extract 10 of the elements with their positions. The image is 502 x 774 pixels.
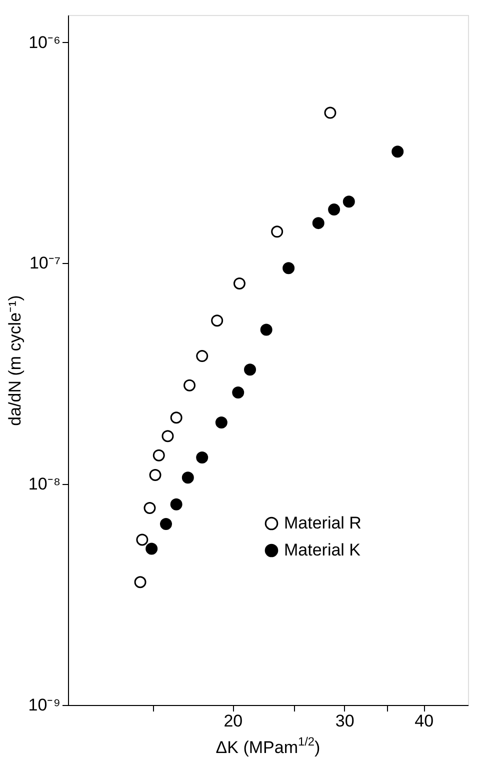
y-tick-label: 10⁻⁶ xyxy=(28,32,60,52)
y-tick-label: 10⁻⁸ xyxy=(28,474,60,494)
y-axis-title: da/dN (m cycle⁻¹) xyxy=(5,295,24,426)
x-tick-label: 20 xyxy=(224,712,243,730)
y-tick-label: 10⁻⁷ xyxy=(29,254,60,273)
x-tick-label: 40 xyxy=(414,712,434,730)
legend-label: Material R xyxy=(284,514,362,532)
legend-label: Material K xyxy=(284,540,362,560)
x-tick-label: 30 xyxy=(335,712,354,730)
y-tick-label: 10⁻⁹ xyxy=(28,696,60,714)
